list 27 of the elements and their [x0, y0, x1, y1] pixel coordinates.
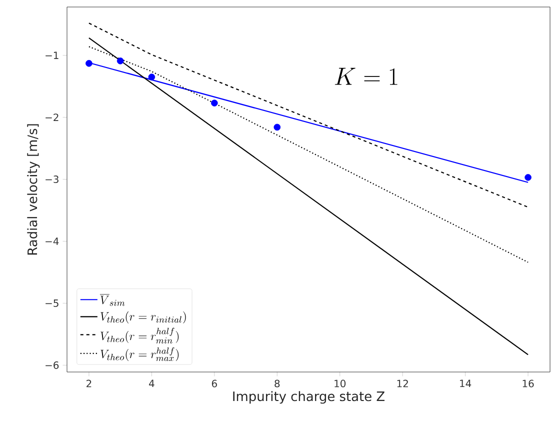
y-tick-label: −5 — [46, 300, 58, 307]
x-tick-label: 2 — [86, 380, 92, 388]
point — [148, 74, 156, 80]
point — [274, 124, 281, 131]
x-tick-label: 10 — [334, 380, 346, 388]
x-tick-label: 14 — [460, 380, 472, 388]
point — [524, 174, 532, 181]
point — [211, 100, 218, 106]
x-tick-label: 6 — [212, 380, 217, 388]
legend-label: $V_{theo}(r = r_{initial})$ — [100, 311, 186, 324]
legend-label: $V_{theo}(r = r^{half}_{max})$ — [100, 347, 179, 362]
y-tick-label: −1 — [46, 52, 58, 59]
legend-label: $V_{theo}(r = r^{half}_{min})$ — [100, 328, 179, 344]
point — [86, 60, 92, 67]
annotation: $K = 1$ — [334, 68, 398, 85]
point — [116, 58, 124, 64]
x-tick-label: 16 — [522, 380, 534, 388]
y-tick-label: −4 — [46, 238, 59, 245]
y-axis-title: Radial velocity [m/s] — [27, 124, 40, 255]
y-tick-label: −3 — [46, 175, 58, 184]
x-tick-label: 4 — [149, 380, 154, 388]
y-tick-label: −6 — [46, 361, 59, 369]
legend-label: $\overline{V}_{sim}$ — [100, 294, 125, 306]
y-tick-label: −2 — [46, 114, 58, 121]
x-tick-label: 8 — [274, 380, 280, 388]
x-axis-title: Impurity charge state Z — [233, 391, 384, 404]
x-tick-label: 12 — [397, 380, 408, 388]
